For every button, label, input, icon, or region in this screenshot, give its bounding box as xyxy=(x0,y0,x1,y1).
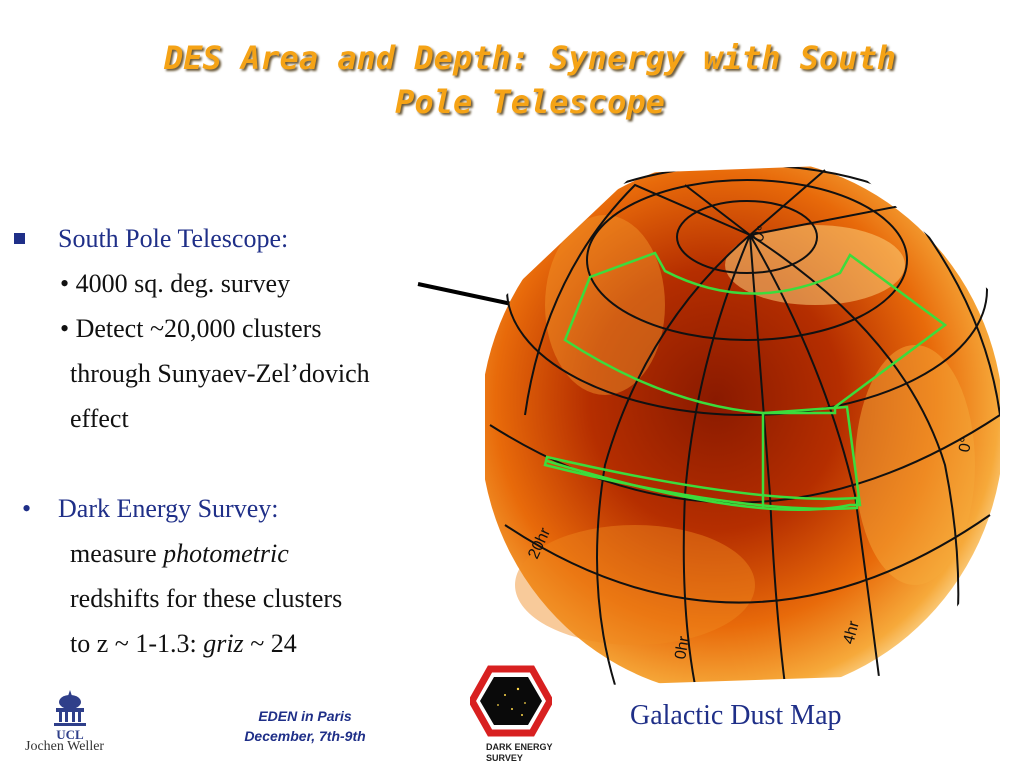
des-line-depth-suffix: ~ 24 xyxy=(243,629,297,658)
round-bullet-icon: • xyxy=(22,494,32,523)
spt-item-clusters-line2: through Sunyaev-Zel’dovich xyxy=(70,359,370,388)
map-label-dec-top: 0° xyxy=(750,223,772,245)
spt-item-survey: • 4000 sq. deg. survey xyxy=(60,269,291,298)
slide-title-line1: DES Area and Depth: Synergy with South xyxy=(163,39,897,77)
slide-title: DES Area and Depth: Synergy with South P… xyxy=(100,36,960,124)
author-name: Jochen Weller xyxy=(25,739,105,754)
des-line-depth-italic: griz xyxy=(203,629,244,658)
des-line-measure-prefix: measure xyxy=(70,539,164,568)
map-label-dec-right: 0° xyxy=(956,436,975,454)
spt-item-clusters: • Detect ~20,000 clusters xyxy=(60,314,322,343)
des-line-depth-prefix: to z ~ 1-1.3: xyxy=(70,629,204,658)
des-logo-text: DARK ENERGY SURVEY xyxy=(486,742,553,764)
des-logo-text-line1: DARK ENERGY xyxy=(486,742,553,752)
des-logo-text-line2: SURVEY xyxy=(486,753,523,763)
des-line-measure: measure photometric xyxy=(70,539,289,569)
slide-title-line2: Pole Telescope xyxy=(395,83,665,121)
spt-heading: South Pole Telescope: xyxy=(58,224,289,253)
des-heading: Dark Energy Survey: xyxy=(58,494,279,523)
des-line-redshifts: redshifts for these clusters xyxy=(70,584,343,613)
map-caption: Galactic Dust Map xyxy=(630,700,842,731)
map-label-ra-0: 0hr xyxy=(672,634,693,660)
event-info: EDEN in Paris December, 7th-9th xyxy=(215,706,395,746)
event-name: EDEN in Paris xyxy=(258,708,352,724)
event-date: December, 7th-9th xyxy=(244,728,366,744)
galactic-dust-map: 0° 0° 20hr 0hr 4hr xyxy=(485,165,1000,685)
dark-energy-survey-logo xyxy=(470,665,552,737)
square-bullet-icon xyxy=(14,233,25,244)
ucl-logo: UCL xyxy=(54,690,86,742)
des-line-measure-italic: photometric xyxy=(163,539,289,568)
spt-item-clusters-line3: effect xyxy=(70,404,129,433)
map-label-ra-4: 4hr xyxy=(840,619,863,646)
des-line-depth: to z ~ 1-1.3: griz ~ 24 xyxy=(70,629,297,659)
ucl-logo-text: UCL xyxy=(56,727,84,742)
